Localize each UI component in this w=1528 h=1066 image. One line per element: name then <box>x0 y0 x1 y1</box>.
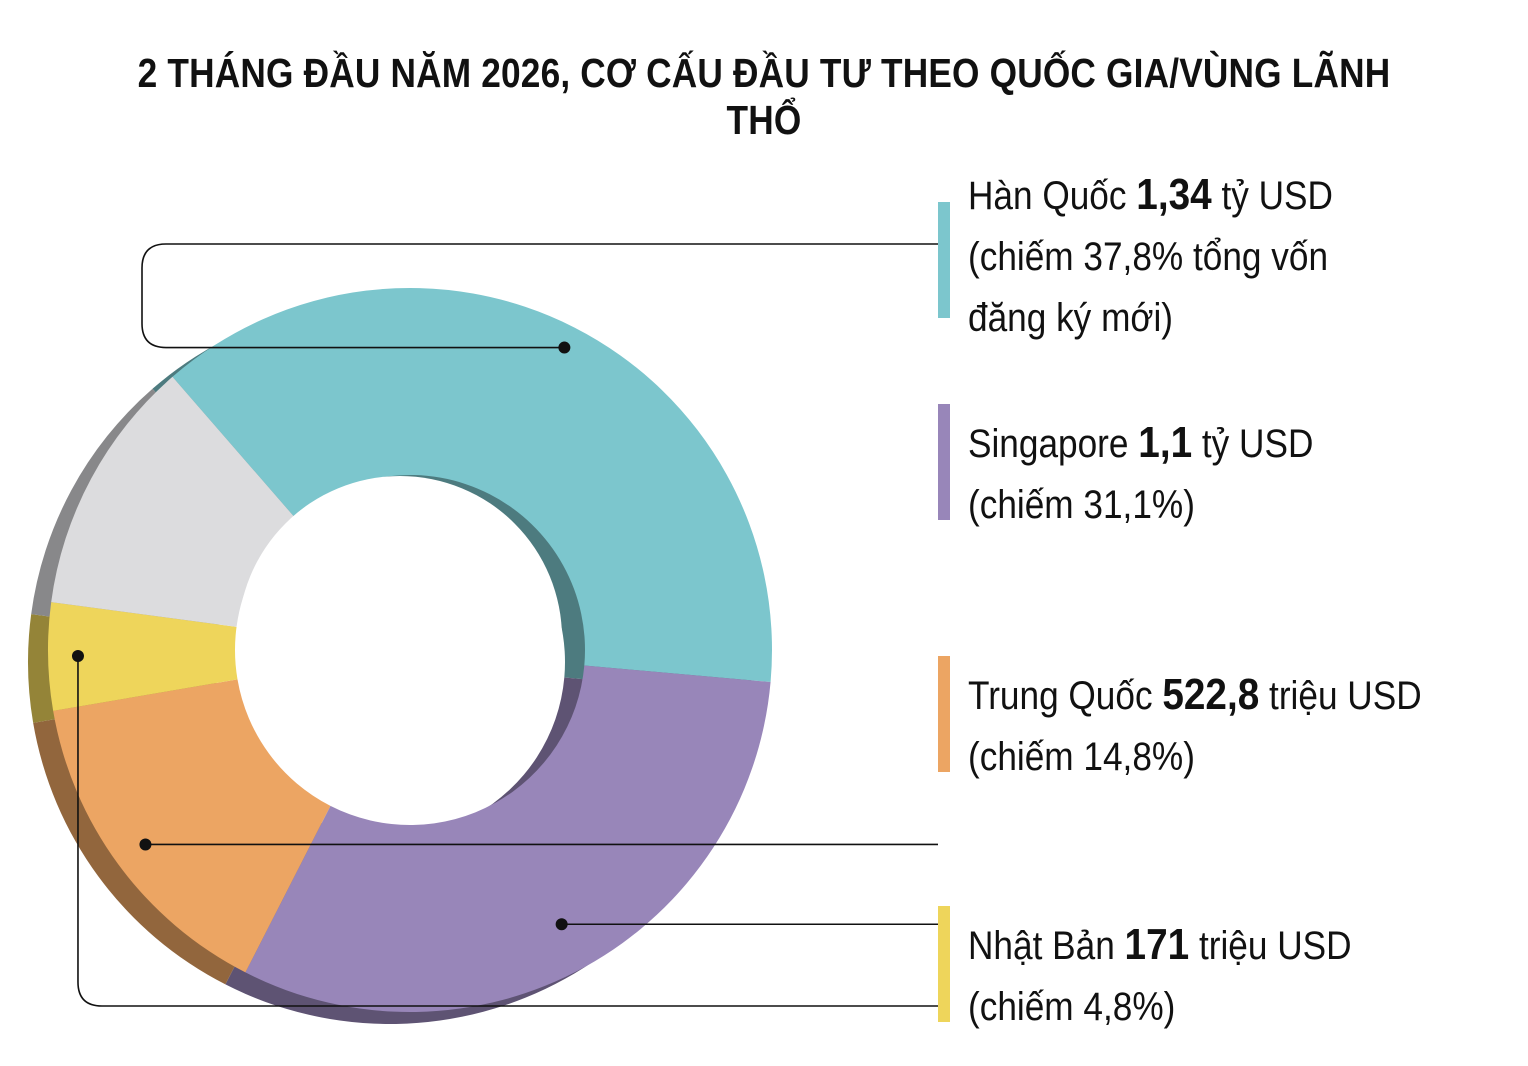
legend-note: (chiếm 31,1%) <box>968 483 1195 527</box>
legend-amount: 1,34 <box>1136 170 1212 219</box>
legend-swatch-han-quoc <box>938 202 950 318</box>
legend-label-han-quoc: Hàn Quốc 1,34 tỷ USD (chiếm 37,8% tổng v… <box>968 164 1461 349</box>
legend-country: Nhật Bản <box>968 924 1115 968</box>
legend-unit: triệu USD <box>1269 674 1422 718</box>
legend-amount: 171 <box>1124 920 1190 969</box>
leader-line-nhat-ban <box>77 656 938 1007</box>
leader-dot-singapore <box>555 918 568 931</box>
legend-swatch-trung-quoc <box>938 656 950 772</box>
slice-han-quoc <box>172 288 772 683</box>
chart-title: 2 THÁNG ĐẦU NĂM 2026, CƠ CẤU ĐẦU TƯ THEO… <box>137 50 1391 143</box>
legend-note: (chiếm 37,8% tổng vốn <box>968 235 1329 279</box>
legend-label-trung-quoc: Trung Quốc 522,8 triệu USD (chiếm 14,8%) <box>968 664 1461 788</box>
legend-unit: triệu USD <box>1198 924 1352 968</box>
legend-label-nhat-ban: Nhật Bản 171 triệu USD (chiếm 4,8%) <box>968 914 1461 1038</box>
legend-amount: 522,8 <box>1162 670 1260 719</box>
legend-unit: tỷ USD <box>1221 174 1333 218</box>
legend-country: Hàn Quốc <box>968 174 1127 218</box>
legend-note: (chiếm 4,8%) <box>968 985 1176 1029</box>
legend-country: Singapore <box>968 422 1129 466</box>
legend-amount: 1,1 <box>1138 418 1193 467</box>
legend-swatch-singapore <box>938 404 950 520</box>
legend-swatch-nhat-ban <box>938 906 950 1022</box>
leader-line-han-quoc <box>141 243 938 349</box>
legend-label-singapore: Singapore 1,1 tỷ USD (chiếm 31,1%) <box>968 412 1461 536</box>
slice-other-4 <box>51 376 296 627</box>
legend-note: (chiếm 14,8%) <box>968 735 1195 779</box>
slice-trung-quoc <box>53 679 331 973</box>
leader-dot-trung-quoc <box>139 838 152 851</box>
legend-note: đăng ký mới) <box>968 296 1174 340</box>
legend-unit: tỷ USD <box>1201 422 1314 466</box>
donut-hole <box>238 476 562 800</box>
legend-country: Trung Quốc <box>968 674 1153 718</box>
leader-dot-nhat-ban <box>71 650 84 663</box>
leader-dot-han-quoc <box>558 341 571 354</box>
slice-singapore <box>245 665 771 1012</box>
slice-nhat-ban <box>48 602 238 711</box>
